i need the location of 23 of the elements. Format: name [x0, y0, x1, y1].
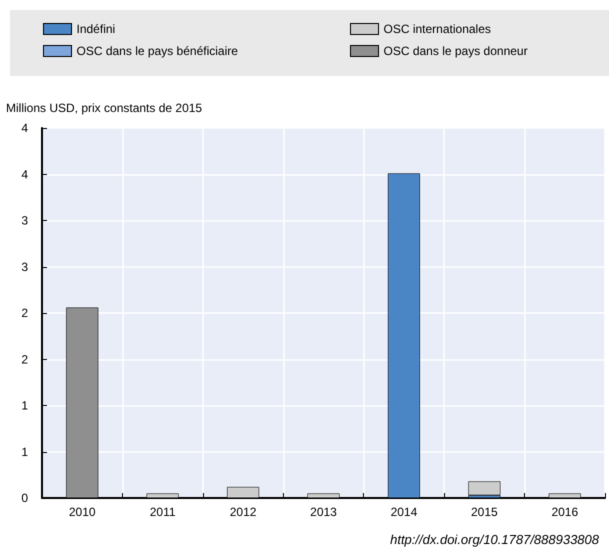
- legend-label: Indéfini: [76, 22, 116, 36]
- y-tick-label: 2: [21, 306, 28, 320]
- legend-label: OSC internationales: [384, 22, 491, 36]
- y-tick-label: 4: [21, 121, 28, 135]
- x-tick-label: 2014: [390, 505, 418, 519]
- y-tick-label: 1: [21, 398, 28, 412]
- x-tick-label: 2011: [150, 505, 176, 519]
- x-tick-label: 2013: [310, 505, 338, 519]
- bar: [468, 481, 500, 496]
- y-tick-label: 3: [21, 260, 28, 274]
- x-tick-label: 2010: [68, 505, 96, 519]
- y-tick-label: 2: [21, 352, 28, 366]
- y-tick-label: 0: [21, 491, 28, 505]
- x-tick-label: 2016: [551, 505, 578, 519]
- legend-label: OSC dans le pays donneur: [384, 44, 528, 58]
- x-tick-label: 2015: [471, 505, 498, 519]
- y-tick-label: 4: [21, 167, 28, 182]
- y-tick-label: 3: [21, 214, 28, 228]
- x-tick-label: 2012: [230, 505, 257, 519]
- y-tick-label: 1: [21, 444, 28, 459]
- legend-label: OSC dans le pays bénéficiaire: [76, 44, 238, 58]
- y-axis-title: Millions USD, prix constants de 2015: [6, 101, 202, 115]
- text: http://dx.doi.org/10.1787/888933808: [390, 532, 600, 547]
